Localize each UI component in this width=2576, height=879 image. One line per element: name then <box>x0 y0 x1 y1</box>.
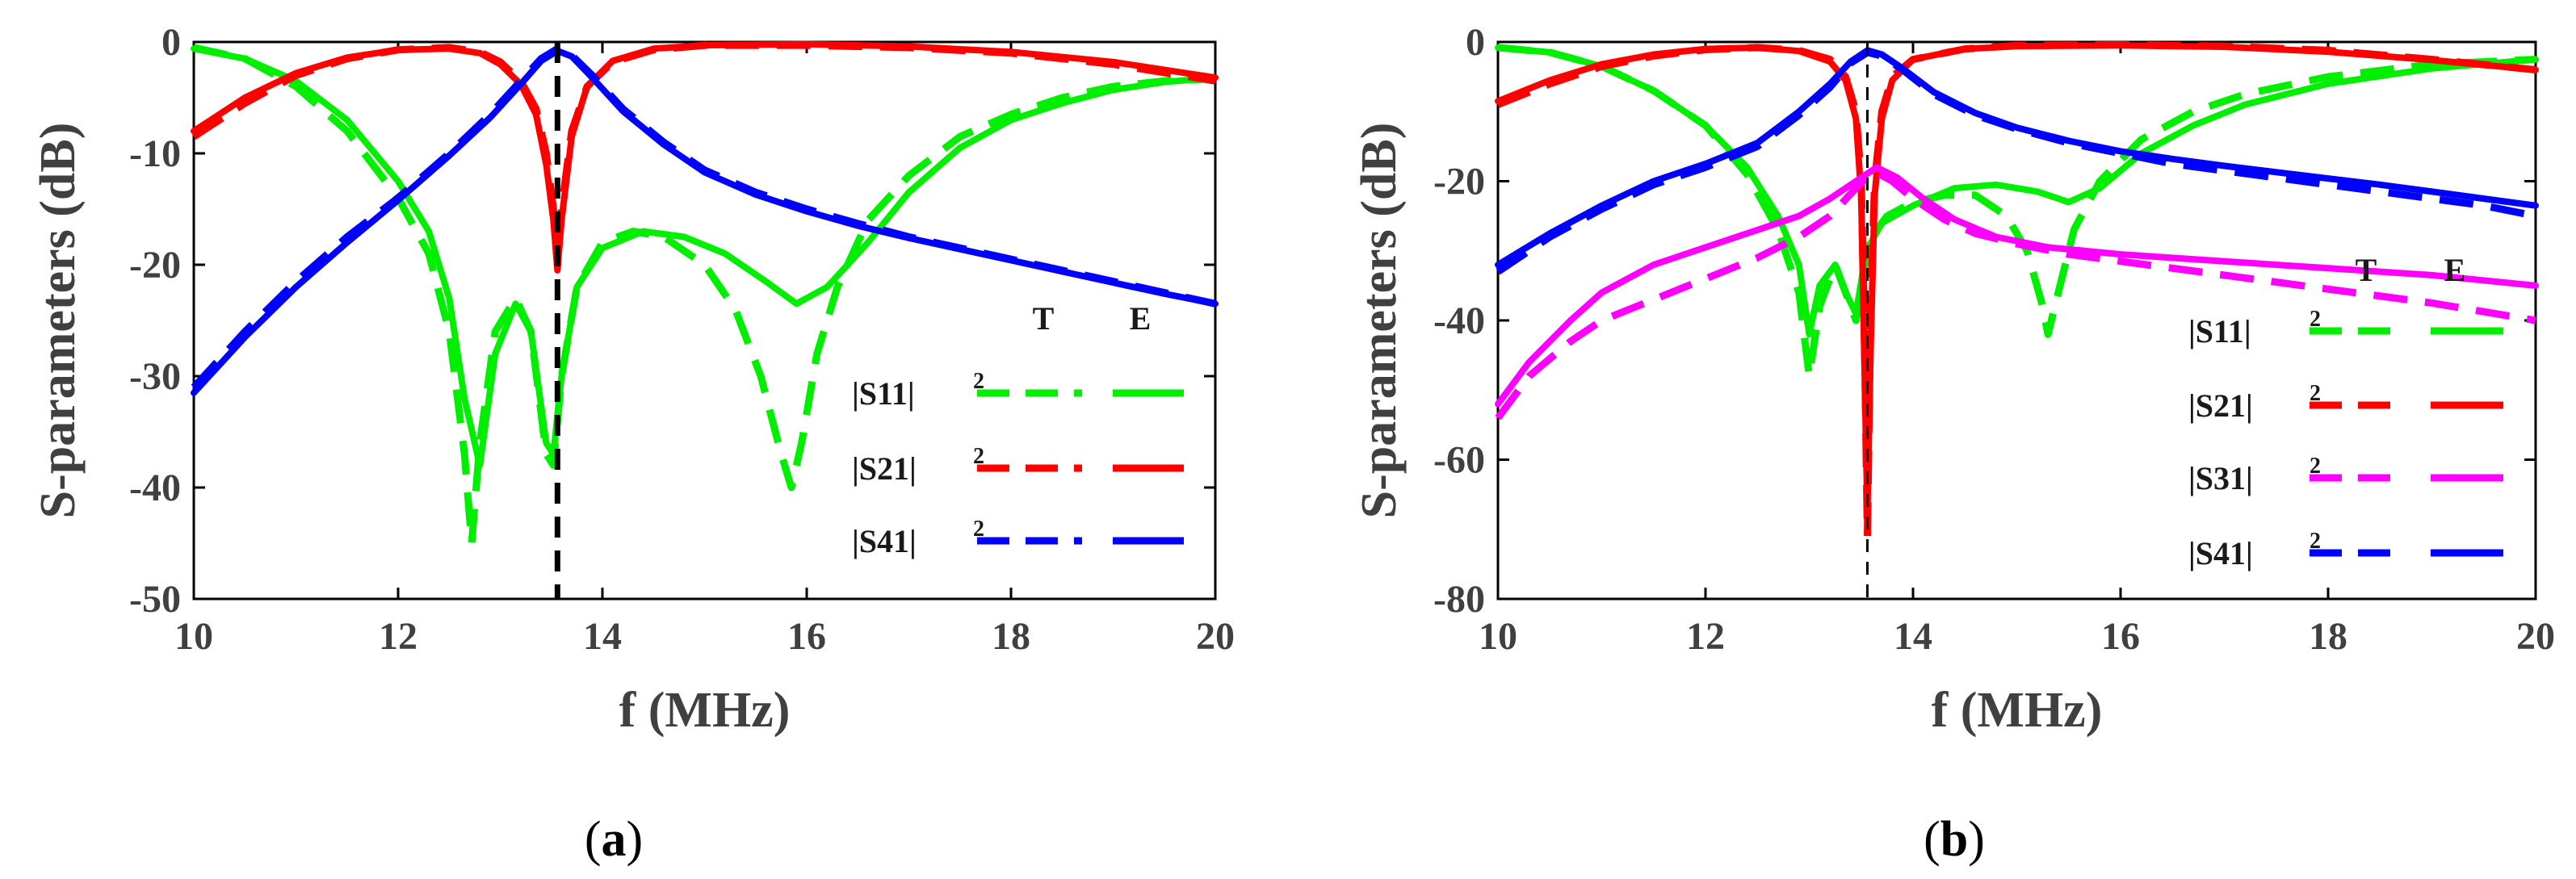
legend-superscript: 2 <box>973 369 984 394</box>
caption-letter: a <box>602 812 627 867</box>
y-tick-label: -40 <box>1433 299 1485 342</box>
s11-experiment-line <box>1495 44 2539 338</box>
y-tick-label: 0 <box>162 21 181 64</box>
series-curves <box>191 40 1219 547</box>
x-axis-label: f (MHz) <box>619 683 791 738</box>
panel-caption: (a) <box>585 812 643 867</box>
y-tick-label: -30 <box>129 355 181 398</box>
x-axis-label: f (MHz) <box>1932 683 2103 738</box>
s41-theory-line <box>1496 48 2536 275</box>
x-tick-label: 14 <box>1894 615 1932 658</box>
s11-theory-line <box>193 44 1216 547</box>
s11-experiment-line <box>191 45 1219 469</box>
y-tick-label: 0 <box>1466 21 1485 64</box>
x-tick-label: 12 <box>379 615 417 658</box>
legend-label-s31: |S31| <box>2188 460 2253 496</box>
x-tick-label: 12 <box>1686 615 1725 658</box>
legend-label-s41: |S41| <box>2188 535 2253 571</box>
legend-label-s11: |S11| <box>2188 313 2251 350</box>
y-tick-label: -60 <box>1433 439 1485 482</box>
x-tick-label: 14 <box>583 615 622 658</box>
s31-experiment-line <box>1495 164 2539 408</box>
s31-theory-line <box>1495 167 2536 421</box>
legend: T E |S11| 2 |S21| 2 |S41| 2 <box>852 300 1184 559</box>
s11-theory-line <box>1497 44 2536 380</box>
legend-superscript: 2 <box>2310 307 2321 332</box>
caption-open-paren: ( <box>585 812 602 867</box>
panel-a: 10 12 14 16 18 20 0 -10 -20 -30 -40 -50 f (MHz) S-par… <box>31 21 1235 867</box>
s21-theory-line <box>1496 41 2536 540</box>
y-tick-label: -20 <box>1433 161 1485 203</box>
y-tick-label: -50 <box>129 578 181 621</box>
x-tick-label: 10 <box>1479 615 1517 658</box>
panel-b: 10 12 14 16 18 20 0 -20 -40 -60 -80 f (MHz) S-parame… <box>1352 21 2555 867</box>
plot-frame <box>192 40 1217 601</box>
x-tick-label: 10 <box>174 615 213 658</box>
x-tick-label: 20 <box>2516 615 2555 658</box>
legend-header-theory: T <box>2356 252 2377 288</box>
y-tick-label: -20 <box>129 244 181 287</box>
legend-header-experiment: E <box>1130 300 1152 337</box>
x-tick-label: 20 <box>1196 615 1235 658</box>
legend-superscript: 2 <box>973 444 984 469</box>
s21-experiment-line <box>1495 42 2539 519</box>
caption-close-paren: ) <box>627 812 644 867</box>
x-tick-label: 18 <box>2309 615 2347 658</box>
legend-label-s21: |S21| <box>2188 387 2253 424</box>
y-tick-label: -40 <box>129 467 181 509</box>
s21-theory-line <box>191 41 1216 269</box>
s41-experiment-line <box>1495 47 2539 268</box>
y-tick-label: -80 <box>1433 578 1485 621</box>
legend-superscript: 2 <box>2310 381 2321 406</box>
legend-label-s41: |S41| <box>852 523 917 559</box>
caption-close-paren: ) <box>1968 812 1985 867</box>
legend: T E |S11| 2 |S21| 2 |S31| 2 |S41| 2 <box>2188 252 2503 571</box>
legend-header-experiment: E <box>2444 252 2466 288</box>
x-tick-label: 16 <box>787 615 826 658</box>
y-axis-label: S-parameters (dB) <box>31 123 86 519</box>
legend-header-theory: T <box>1033 300 1055 337</box>
legend-superscript: 2 <box>2310 454 2321 479</box>
panel-caption: (b) <box>1924 812 1985 867</box>
y-axis-label: S-parameters (dB) <box>1352 123 1407 519</box>
legend-label-s21: |S21| <box>852 450 917 487</box>
x-tick-label: 16 <box>2101 615 2140 658</box>
series-curves <box>1495 41 2539 540</box>
legend-superscript: 2 <box>2310 529 2321 554</box>
caption-open-paren: ( <box>1924 812 1940 867</box>
legend-label-s11: |S11| <box>852 375 915 412</box>
s41-experiment-line <box>191 48 1219 396</box>
x-tick-label: 18 <box>992 615 1030 658</box>
s21-experiment-line <box>191 40 1219 274</box>
caption-letter: b <box>1940 812 1968 867</box>
legend-superscript: 2 <box>973 517 984 542</box>
y-tick-label: -10 <box>129 132 181 175</box>
